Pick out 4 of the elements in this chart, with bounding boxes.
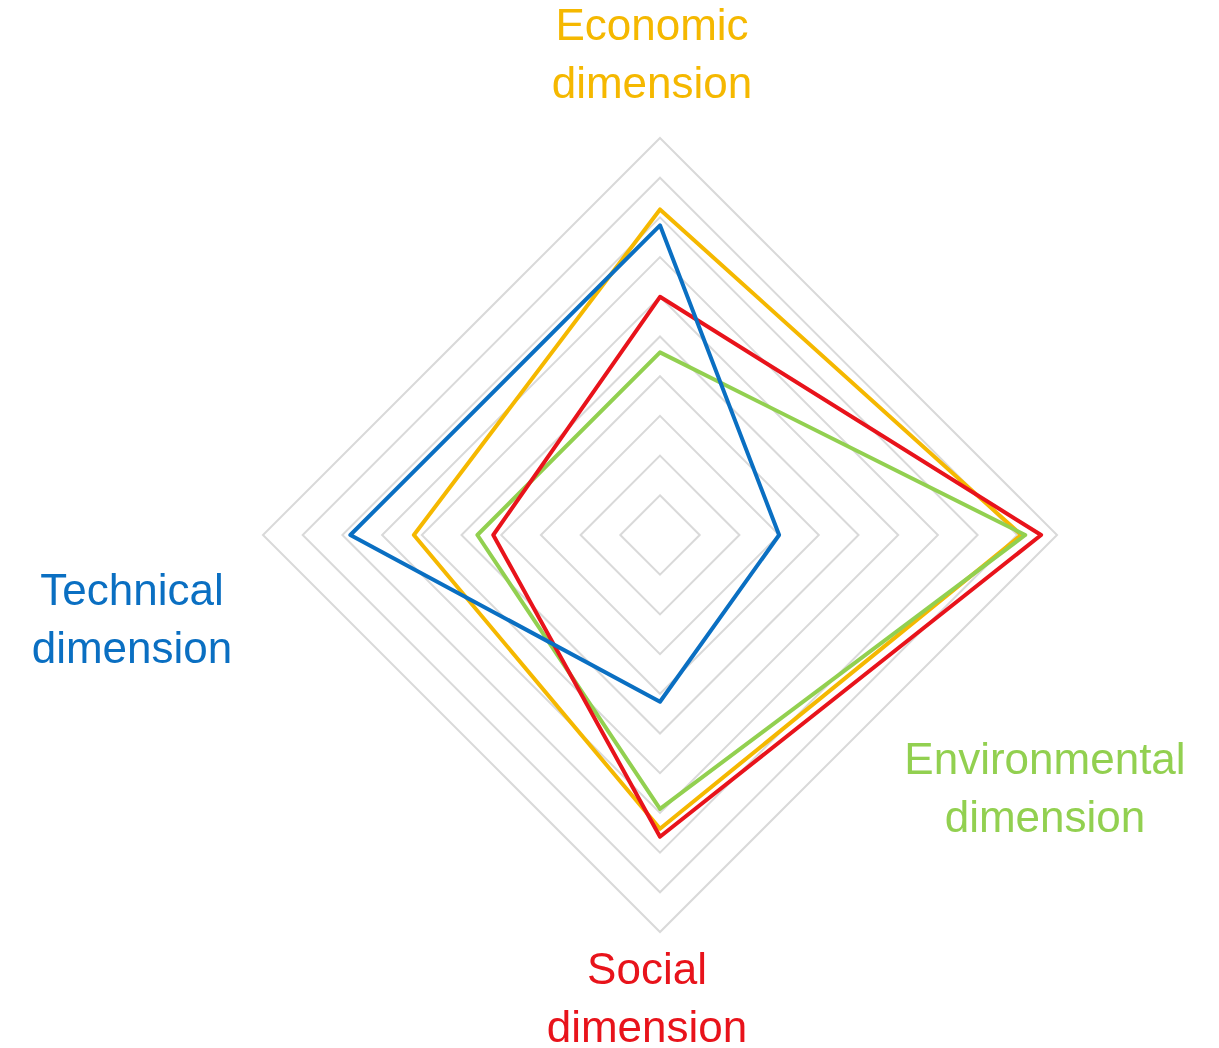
spoke-label: Economic dimension	[551, 0, 753, 107]
spoke-label: Technical dimension	[31, 564, 233, 672]
spoke-label: Environmental dimension	[904, 733, 1186, 841]
spoke-label: Social dimension	[546, 943, 748, 1048]
